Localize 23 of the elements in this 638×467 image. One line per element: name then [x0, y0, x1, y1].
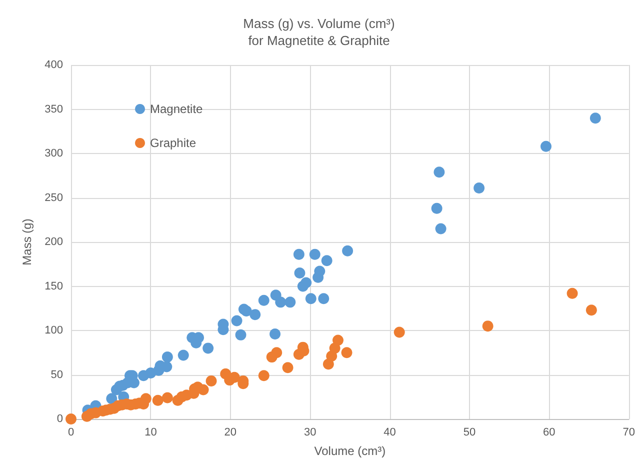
x-tick-label: 0 — [68, 426, 74, 438]
y-tick-label: 150 — [44, 280, 63, 292]
x-tick-label: 40 — [384, 426, 396, 438]
x-axis-title: Volume (cm³) — [314, 444, 386, 458]
x-tick-label: 20 — [224, 426, 237, 438]
chart-subtitle: for Magnetite & Graphite — [248, 33, 390, 48]
x-tick-label: 10 — [144, 426, 157, 438]
y-tick-label: 200 — [44, 236, 63, 248]
legend-label: Magnetite — [150, 102, 204, 116]
y-tick-label: 300 — [44, 148, 63, 160]
legend-label: Graphite — [150, 136, 196, 150]
x-tick-label: 70 — [622, 426, 636, 438]
y-tick-label: 50 — [50, 368, 63, 381]
y-axis-title: Mass (g) — [20, 218, 34, 266]
y-tick-label: 100 — [44, 324, 63, 336]
x-tick-label: 60 — [543, 426, 556, 438]
y-tick-label: 350 — [44, 103, 63, 116]
y-tick-label: 400 — [44, 59, 63, 71]
y-tick-label: 250 — [44, 192, 63, 204]
x-tick-label: 30 — [304, 426, 316, 438]
chart-title: Mass (g) vs. Volume (cm³) — [243, 16, 395, 31]
y-tick-label: 0 — [56, 413, 63, 425]
x-tick-label: 50 — [463, 426, 476, 438]
